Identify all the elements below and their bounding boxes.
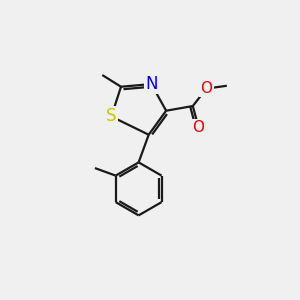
Text: O: O: [193, 120, 205, 135]
Text: S: S: [106, 107, 117, 125]
Text: O: O: [200, 81, 212, 96]
Text: N: N: [145, 75, 158, 93]
